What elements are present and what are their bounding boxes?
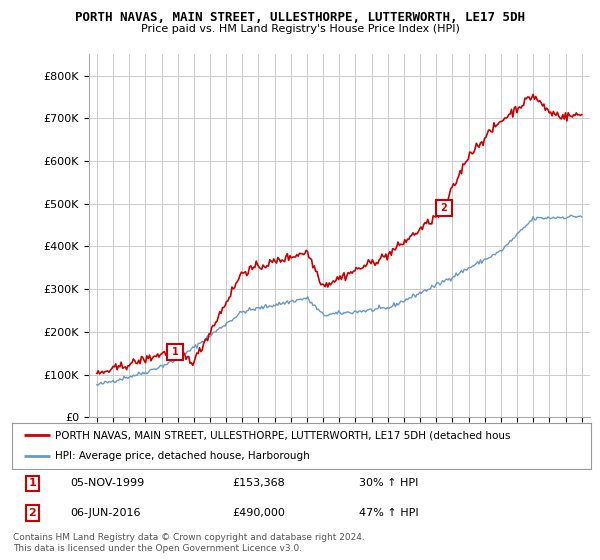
- Text: 06-JUN-2016: 06-JUN-2016: [70, 508, 140, 518]
- Text: 2: 2: [28, 508, 36, 518]
- Text: 1: 1: [28, 478, 36, 488]
- Text: 30% ↑ HPI: 30% ↑ HPI: [359, 478, 419, 488]
- Text: 47% ↑ HPI: 47% ↑ HPI: [359, 508, 419, 518]
- Text: Contains HM Land Registry data © Crown copyright and database right 2024.
This d: Contains HM Land Registry data © Crown c…: [13, 533, 365, 553]
- Text: PORTH NAVAS, MAIN STREET, ULLESTHORPE, LUTTERWORTH, LE17 5DH: PORTH NAVAS, MAIN STREET, ULLESTHORPE, L…: [75, 11, 525, 24]
- Text: 1: 1: [172, 347, 179, 357]
- Text: 05-NOV-1999: 05-NOV-1999: [70, 478, 144, 488]
- Text: £490,000: £490,000: [232, 508, 285, 518]
- Text: HPI: Average price, detached house, Harborough: HPI: Average price, detached house, Harb…: [55, 451, 310, 461]
- Text: Price paid vs. HM Land Registry's House Price Index (HPI): Price paid vs. HM Land Registry's House …: [140, 24, 460, 34]
- Text: £153,368: £153,368: [232, 478, 285, 488]
- Text: 2: 2: [440, 203, 447, 213]
- Text: PORTH NAVAS, MAIN STREET, ULLESTHORPE, LUTTERWORTH, LE17 5DH (detached hous: PORTH NAVAS, MAIN STREET, ULLESTHORPE, L…: [55, 430, 511, 440]
